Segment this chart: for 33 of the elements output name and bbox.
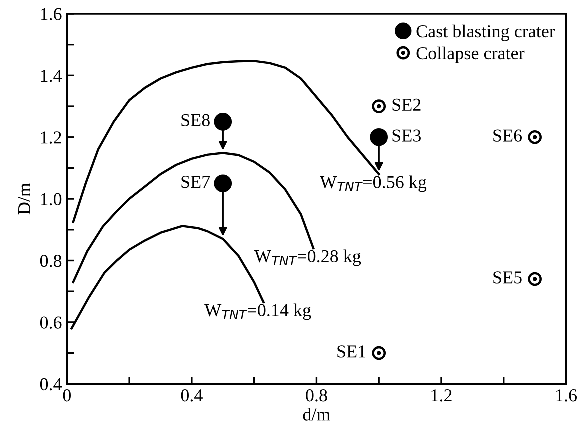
y-tick-label: 0.8 (40, 255, 62, 268)
point (214, 174, 232, 193)
series-label: W$_{TNT}$=0.28 kg (254, 250, 362, 266)
y-tick-label: 0.4 (40, 378, 62, 391)
point (528, 272, 542, 286)
annotation: SE6 (494, 130, 522, 142)
x-tick-label: 0.4 (181, 390, 203, 402)
annotation: SE2 (392, 98, 421, 112)
y-tick-label: 0.6 (40, 316, 62, 329)
annotation: SE1 (338, 346, 366, 358)
y-tick-label: 1.6 (41, 8, 62, 21)
point (528, 130, 542, 144)
annotation: SE8 (182, 114, 210, 126)
point (372, 346, 386, 360)
x-tick-label: 0 (63, 390, 71, 402)
annotation: SE7 (182, 176, 210, 188)
point (214, 113, 232, 131)
point (372, 100, 386, 114)
series-label: W$_{TNT}$=0.14 kg (204, 304, 312, 320)
x-axis-title: d/m (303, 408, 330, 421)
annotation: SE3 (392, 130, 421, 142)
x-tick-label: 1.2 (432, 390, 452, 402)
y-tick-label: 1.4 (41, 70, 62, 82)
x-tick-label: 1.6 (556, 390, 578, 402)
annotation: SE5 (494, 272, 522, 284)
y-tick-label: 1.2 (41, 132, 62, 144)
y-axis-title: D/m (18, 183, 31, 215)
legend-label: Collapse crater (416, 46, 525, 64)
x-tick-label: 0.8 (306, 390, 328, 402)
y-tick-label: 1.0 (41, 193, 62, 206)
series-label: W$_{TNT}$=0.56 kg (320, 176, 427, 192)
point (370, 128, 388, 146)
legend-label: Cast blasting crater (416, 24, 556, 42)
